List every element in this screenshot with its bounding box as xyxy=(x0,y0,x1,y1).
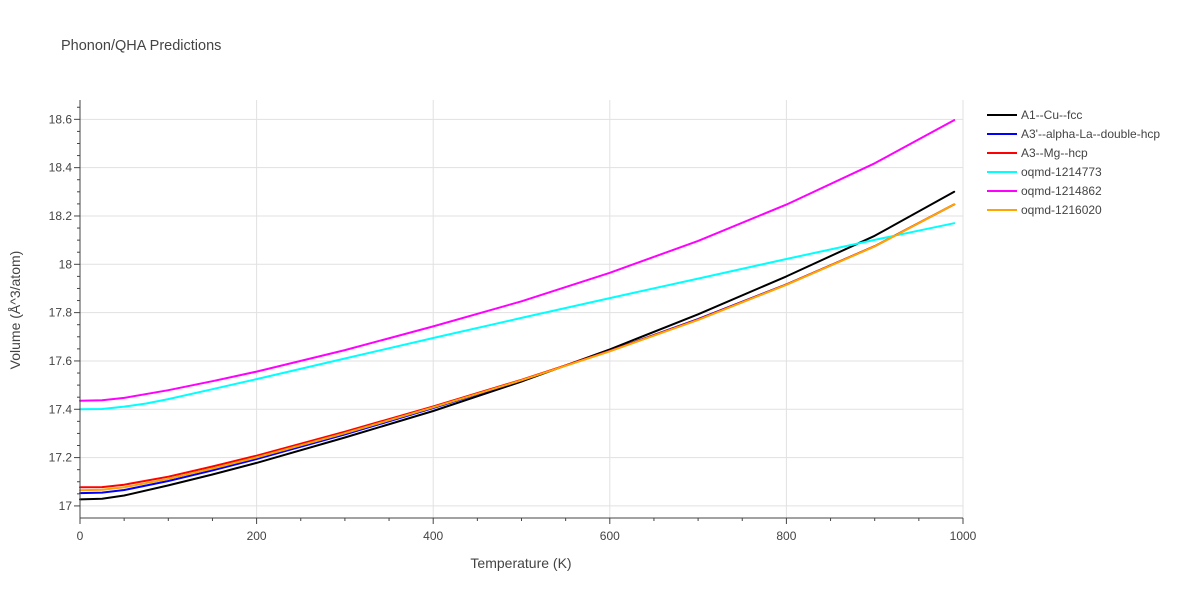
x-tick-label: 400 xyxy=(423,529,443,543)
chart-title: Phonon/QHA Predictions xyxy=(61,38,221,54)
legend-label: oqmd-1214773 xyxy=(1021,165,1102,179)
legend: A1--Cu--fcc A3'--alpha-La--double-hcp A3--… xyxy=(987,108,1160,217)
legend-label: oqmd-1216020 xyxy=(1021,203,1102,217)
legend-label: A3'--alpha-La--double-hcp xyxy=(1021,127,1160,141)
x-tick-label: 1000 xyxy=(950,529,977,543)
series-line-oqmd-1216020 xyxy=(79,203,956,492)
x-tick-label: 0 xyxy=(77,529,84,543)
axes: 0 200 400 600 800 1000 17 17.2 17.4 17.6 17.8 18 18.… xyxy=(49,100,977,543)
y-tick-label: 17.6 xyxy=(49,354,73,368)
series-line-A3--Mg--hcp xyxy=(79,203,956,489)
y-tick-label: 17.4 xyxy=(49,402,73,416)
y-tick-label: 17.2 xyxy=(49,451,73,465)
series-line-A1--Cu--fcc xyxy=(79,190,956,501)
y-tick-label: 18.6 xyxy=(49,112,73,126)
y-tick-label: 18 xyxy=(59,257,73,271)
y-tick-label: 18.4 xyxy=(49,161,73,175)
y-axis-title: Volume (Å^3/atom) xyxy=(7,251,23,370)
x-tick-label: 800 xyxy=(776,529,796,543)
y-tick-label: 17.8 xyxy=(49,306,73,320)
x-axis-title: Temperature (K) xyxy=(470,555,571,571)
legend-label: A1--Cu--fcc xyxy=(1021,108,1082,122)
series-line-A3'--alpha-La--double-hcp xyxy=(79,203,956,495)
y-tick-label: 18.2 xyxy=(49,209,73,223)
x-tick-label: 600 xyxy=(600,529,620,543)
legend-label: oqmd-1214862 xyxy=(1021,184,1102,198)
plot-area xyxy=(79,119,956,501)
x-tick-label: 200 xyxy=(247,529,267,543)
grid-lines xyxy=(80,100,964,518)
y-tick-label: 17 xyxy=(59,499,73,513)
legend-label: A3--Mg--hcp xyxy=(1021,146,1088,160)
series-line-oqmd-1214862 xyxy=(79,119,956,402)
series-line-oqmd-1214773 xyxy=(79,222,956,411)
